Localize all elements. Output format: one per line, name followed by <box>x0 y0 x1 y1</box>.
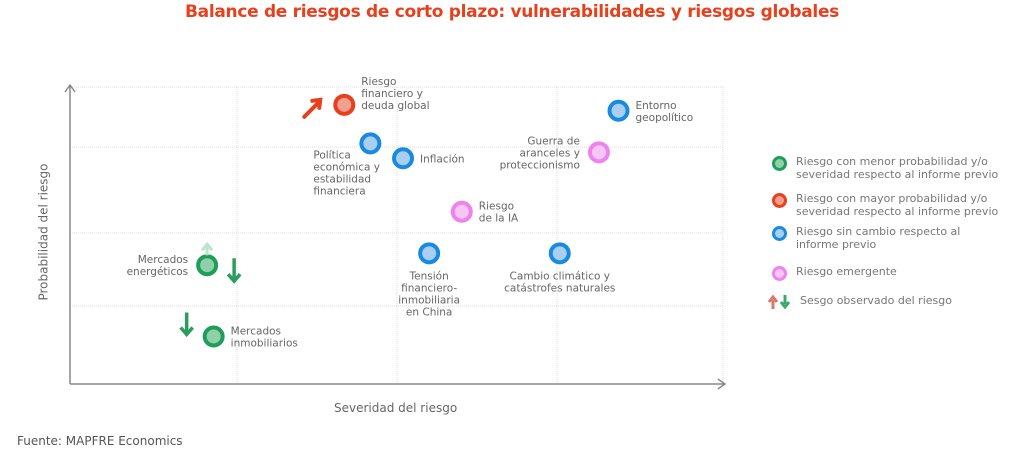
faded-arrow-up-icon <box>200 241 214 256</box>
up-down-arrows-icon <box>767 294 791 310</box>
arrow-up-right-icon <box>302 97 323 119</box>
point-label: Inflación <box>420 153 465 165</box>
arrow-down-icon <box>226 258 242 284</box>
point-label: Entorno geopolítico <box>636 100 694 124</box>
legend-item-emergente: Riesgo emergente <box>772 265 897 281</box>
risk-point-sin_cambio <box>359 132 382 155</box>
chart-title: Balance de riesgos de corto plazo: vulne… <box>184 2 840 22</box>
legend-item-mayor: Riesgo con mayor probabilidad y/o severi… <box>772 192 1024 218</box>
risk-point-sin_cambio <box>548 242 571 265</box>
arrow-down-icon <box>179 312 194 338</box>
point-label: Mercados inmobiliarios <box>231 325 298 349</box>
point-label: Cambio climático y catástrofes naturales <box>504 270 615 294</box>
risk-point-emergente <box>587 141 610 164</box>
source-note: Fuente: MAPFRE Economics <box>17 434 183 448</box>
pink-circle-icon <box>772 266 787 281</box>
risk-point-menor <box>202 325 225 348</box>
legend-item-arrows: Sesgo observado del riesgo <box>766 294 952 310</box>
point-label: Riesgo de la IA <box>479 201 519 225</box>
y-axis-label: Probabilidad del riesgo <box>36 163 51 301</box>
risk-point-menor <box>196 254 219 277</box>
red-circle-icon <box>772 193 787 208</box>
point-label: Mercados energéticos <box>127 254 189 278</box>
point-label: Tensión financiero-inmobiliaria en China <box>398 270 460 318</box>
x-axis <box>70 378 727 390</box>
risk-point-sin_cambio <box>418 242 441 265</box>
point-label: Riesgo financiero y deuda global <box>361 76 429 112</box>
legend-item-menor: Riesgo con menor probabilidad y/o severi… <box>772 155 1024 181</box>
point-label: Política económica y estabilidad financiera <box>313 149 380 197</box>
x-axis-label: Severidad del riesgo <box>334 401 458 415</box>
green-circle-icon <box>772 156 787 171</box>
y-axis <box>64 83 76 384</box>
risk-point-mayor <box>333 93 356 116</box>
legend-item-sin-cambio: Riesgo sin cambio respecto al informe pr… <box>772 225 986 251</box>
point-label: Guerra de aranceles y proteccionismo <box>500 135 580 171</box>
risk-point-sin_cambio <box>607 99 630 122</box>
risk-point-sin_cambio <box>392 147 415 170</box>
risk-point-emergente <box>450 200 473 223</box>
blue-circle-icon <box>772 226 787 241</box>
